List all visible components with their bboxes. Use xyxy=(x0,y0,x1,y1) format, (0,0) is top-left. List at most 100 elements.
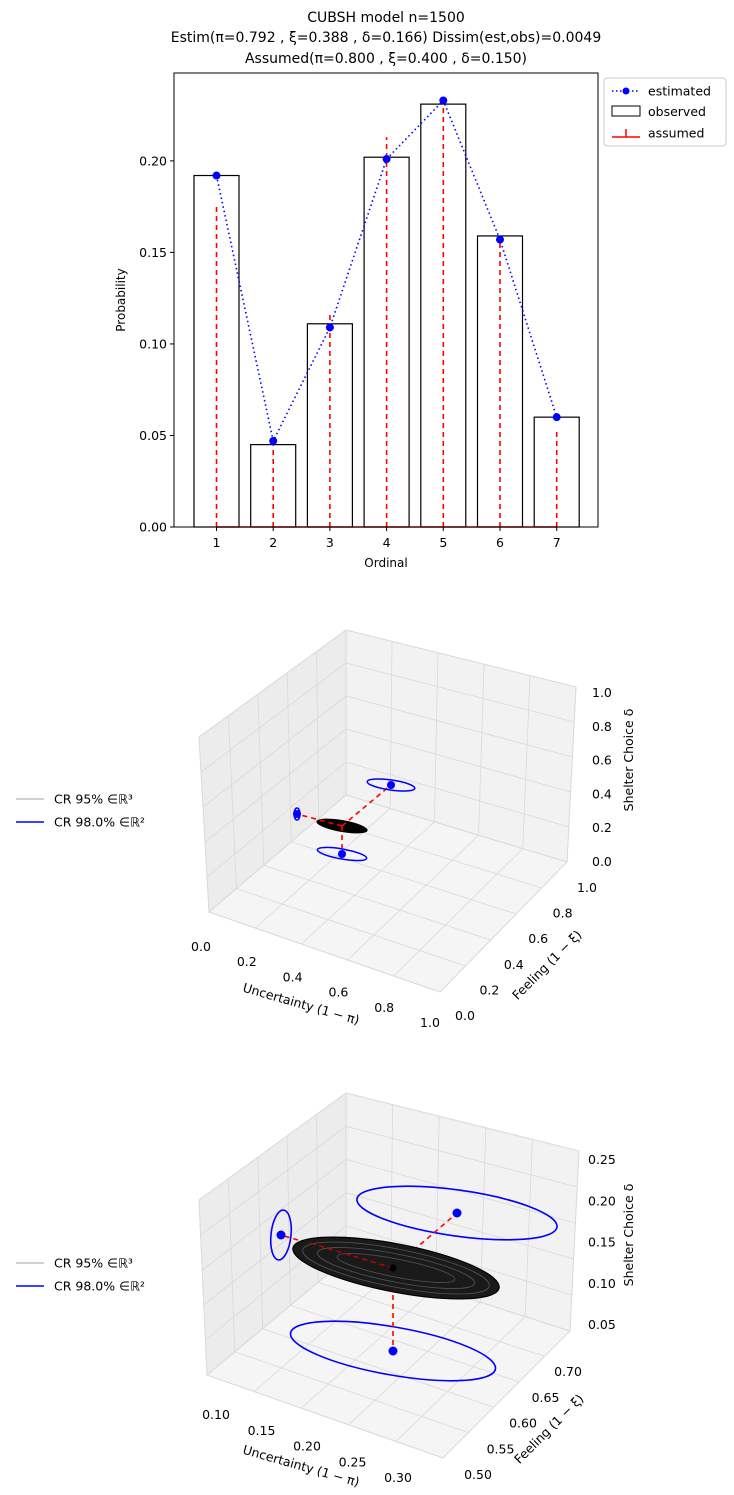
bar-chart-panel: CUBSH model n=1500 Estim(π=0.792 , ξ=0.3… xyxy=(114,10,727,570)
legend-estimated-label: estimated xyxy=(648,84,711,99)
y-tick-label-3d: 0.50 xyxy=(464,1467,492,1482)
grid-line-floor-y xyxy=(290,1305,520,1383)
grid-line-left-vertical xyxy=(228,1178,236,1352)
y-tick-label: 0.15 xyxy=(139,245,167,260)
grid-line-left-vertical xyxy=(257,694,265,866)
grid-line-back-vertical xyxy=(434,652,439,822)
y-tick-label-3d: 0.0 xyxy=(455,1008,475,1023)
chart-title-line-2: Estim(π=0.792 , ξ=0.388 , δ=0.166) Dissi… xyxy=(171,30,601,46)
cr-2d-ellipse-back-wall xyxy=(366,778,416,792)
x-tick-label: 7 xyxy=(553,535,561,550)
x-tick-label-3d: 0.6 xyxy=(328,985,348,1000)
grid-line-floor-x xyxy=(301,1287,436,1409)
estimate-point-floor xyxy=(338,850,346,858)
estimate-point-floor xyxy=(388,1346,398,1356)
grid-line-back-vertical xyxy=(524,1139,533,1317)
grid-line-floor-x xyxy=(347,834,479,961)
x-tick-label-3d: 0.8 xyxy=(374,1000,394,1015)
projection-line-yz xyxy=(341,784,392,827)
grid-line-floor-y xyxy=(263,864,491,941)
projection-line-xz-over xyxy=(309,1242,394,1269)
x-tick-label-3d: 0.15 xyxy=(248,1423,276,1438)
y-tick-label-3d: 0.6 xyxy=(528,931,548,946)
estimated-marker xyxy=(269,436,278,445)
y-tick-label: 0.05 xyxy=(139,428,167,443)
y-tick-label-3d: 0.2 xyxy=(479,982,499,997)
grid-line-back-vertical xyxy=(478,664,485,836)
estimated-marker xyxy=(439,96,448,105)
grid-line-floor-y xyxy=(262,1328,494,1408)
grid-line-floor-x xyxy=(301,821,435,945)
legend-3d: CR 95% ∈ℝ³ CR 98.0% ∈ℝ² xyxy=(16,792,145,830)
y-tick-label: 0.10 xyxy=(139,336,167,351)
z-axis-label-3d: Shelter Choice δ xyxy=(621,709,636,812)
grid-line-left-vertical xyxy=(286,672,292,842)
grid-line-floor-y xyxy=(208,911,441,993)
x-tick-label-3d: 0.0 xyxy=(191,939,211,954)
grid-line-floor-x xyxy=(348,1301,481,1426)
grid-line-back-vertical xyxy=(522,675,531,849)
grid-line-floor-y xyxy=(318,1281,545,1357)
grid-line-floor-x xyxy=(442,1330,571,1459)
y-tick-label: 0.00 xyxy=(139,520,167,535)
y-tick-label-3d: 0.70 xyxy=(554,1364,582,1379)
estimate-point-back-wall xyxy=(452,1208,462,1218)
cr-2d-ellipse-floor xyxy=(316,846,368,862)
z-tick-label-3d: 0.8 xyxy=(592,719,612,734)
z-tick-label-3d: 0.05 xyxy=(588,1317,616,1332)
z-tick-label-3d: 0.25 xyxy=(588,1152,616,1167)
legend-cr98-label: CR 98.0% ∈ℝ² xyxy=(54,815,145,830)
z-axis-label-3d: Shelter Choice δ xyxy=(621,1184,636,1287)
legend-cr98-label: CR 98.0% ∈ℝ² xyxy=(54,1279,145,1294)
estimate-point-3d xyxy=(389,1264,397,1272)
grid-line-back-vertical xyxy=(566,686,577,863)
y-tick-label-3d: 0.8 xyxy=(553,906,573,921)
x-tick-label: 6 xyxy=(496,535,504,550)
y-axis-label: Probability xyxy=(114,268,128,331)
cr-2d-ellipse-left-wall xyxy=(269,1209,293,1261)
legend-cr95-label: CR 95% ∈ℝ³ xyxy=(54,1256,133,1271)
y-tick-label: 0.20 xyxy=(139,153,167,168)
legend-3d: CR 95% ∈ℝ³ CR 98.0% ∈ℝ² xyxy=(16,1256,145,1294)
z-tick-label-3d: 0.0 xyxy=(592,854,612,869)
estimate-point-left-wall xyxy=(276,1230,286,1240)
x-tick-label: 3 xyxy=(326,535,334,550)
grid-line-floor-y xyxy=(345,794,568,863)
chart-title-line-1: CUBSH model n=1500 xyxy=(307,10,465,26)
legend-observed-swatch xyxy=(611,105,641,117)
estimate-point-back-wall xyxy=(387,781,395,789)
legend-estimated-marker-swatch xyxy=(622,87,630,95)
grid-line-back-vertical xyxy=(569,1150,580,1332)
grid-line-floor-y xyxy=(234,1351,469,1433)
x-tick-label-3d: 0.4 xyxy=(283,969,303,984)
x-tick-label: 4 xyxy=(383,535,391,550)
estimated-marker xyxy=(382,155,391,164)
grid-line-floor-x xyxy=(439,861,568,993)
grid-line-floor-x xyxy=(254,808,391,929)
chart-title-line-3: Assumed(π=0.800 , ξ=0.400 , δ=0.150) xyxy=(245,51,527,67)
3d-panel-zoomed: 0.10 0.15 0.20 0.25 0.30 0.50 0.55 0.60 0.65 0.70… xyxy=(16,1092,636,1490)
grid-line-floor-x xyxy=(253,1273,392,1392)
estimated-marker xyxy=(325,323,334,332)
x-tick-label: 1 xyxy=(213,535,221,550)
z-tick-label-3d: 0.2 xyxy=(592,820,612,835)
projection-line-xz xyxy=(296,813,343,827)
grid-line-floor-y xyxy=(236,888,466,967)
legend-assumed-label: assumed xyxy=(648,126,704,141)
grid-line-floor-x xyxy=(395,1316,526,1442)
legend-cr95-label: CR 95% ∈ℝ³ xyxy=(54,792,133,807)
x-tick-label: 2 xyxy=(269,535,277,550)
z-tick-label-3d: 0.15 xyxy=(588,1235,616,1250)
estimated-marker xyxy=(496,235,504,244)
estimated-marker xyxy=(212,171,221,180)
estimate-point-left-wall xyxy=(293,810,301,818)
y-tick-label-3d: 0.55 xyxy=(487,1441,515,1456)
cr-2d-ellipse-floor xyxy=(289,1320,497,1382)
x-tick-label-3d: 0.30 xyxy=(384,1470,412,1485)
y-tick-label-3d: 0.65 xyxy=(532,1390,560,1405)
z-tick-label-3d: 1.0 xyxy=(592,685,612,700)
z-tick-label-3d: 0.6 xyxy=(592,753,612,768)
z-tick-label-3d: 0.20 xyxy=(588,1193,616,1208)
plot-frame xyxy=(173,72,599,528)
